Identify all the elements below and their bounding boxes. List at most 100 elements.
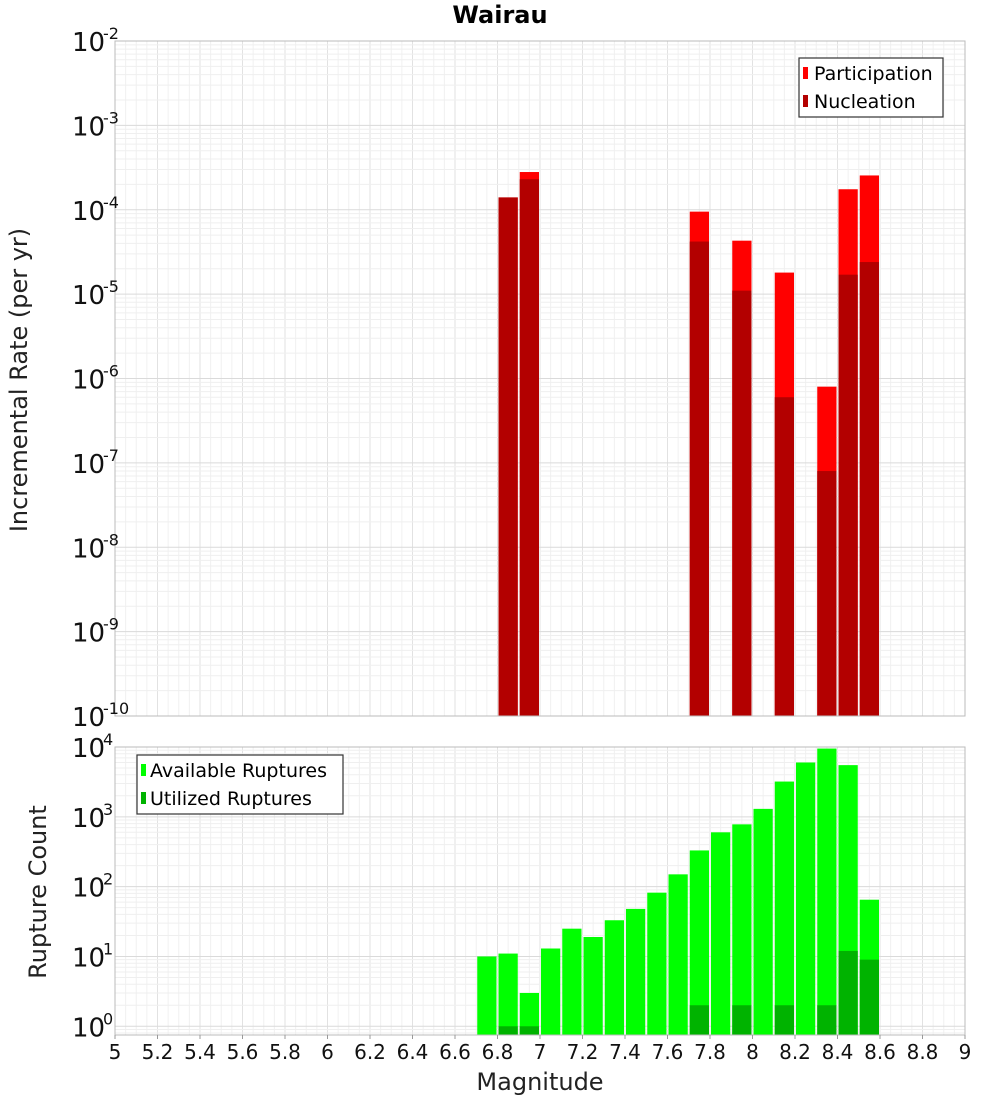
count-bar-available-ruptures (711, 832, 731, 1035)
rate-y-tick-label: 10 (72, 112, 105, 142)
count-bar-available-ruptures (647, 892, 667, 1035)
rate-bars (498, 172, 879, 717)
x-tick-label: 9 (959, 1040, 972, 1064)
rate-y-tick-exponent: -2 (103, 24, 119, 43)
rate-y-tick-exponent: -10 (103, 699, 129, 718)
rate-y-tick-exponent: -8 (103, 530, 119, 549)
x-tick-label: 7.6 (652, 1040, 684, 1064)
rate-y-tick-label: 10 (72, 703, 105, 733)
x-tick-label: 6 (321, 1040, 334, 1064)
count-bar-utilized-ruptures (859, 959, 879, 1035)
rate-y-tick-exponent: -9 (103, 615, 119, 634)
count-bar-available-ruptures (817, 748, 837, 1035)
count-legend-box (136, 754, 344, 815)
rate-bar-nucleation (817, 471, 837, 716)
count-bar-available-ruptures (796, 762, 816, 1035)
rate-y-tick-label: 10 (72, 366, 105, 396)
x-tick-label: 6.2 (354, 1040, 386, 1064)
x-axis-label: Magnitude (476, 1068, 603, 1096)
count-bar-utilized-ruptures (519, 1026, 539, 1035)
count-bar-available-ruptures (562, 928, 582, 1035)
x-tick-label: 8 (746, 1040, 759, 1064)
count-y-tick-exponent: 4 (103, 730, 113, 749)
available-legend-swatch (141, 764, 146, 776)
chart-title: Wairau (452, 1, 547, 29)
rate-bar-nucleation (519, 179, 539, 716)
rate-y-tick-exponent: -7 (103, 446, 119, 465)
count-bar-utilized-ruptures (498, 1026, 518, 1035)
x-tick-label: 6.4 (397, 1040, 429, 1064)
rate-plot-frame (114, 40, 966, 717)
x-tick-label: 7.2 (567, 1040, 599, 1064)
rate-y-tick-label: 10 (72, 534, 105, 564)
nucleation-legend-swatch (803, 95, 808, 107)
nucleation-legend-label: Nucleation (814, 91, 916, 113)
count-bar-available-ruptures (732, 824, 752, 1035)
rate-y-tick-label: 10 (72, 197, 105, 227)
rate-bar-nucleation (774, 397, 794, 716)
rate-plot-grid (114, 40, 966, 717)
participation-legend-swatch (803, 67, 808, 79)
x-tick-label: 5.8 (269, 1040, 301, 1064)
utilized-legend-swatch (141, 792, 146, 804)
rate-y-axis-label: Incremental Rate (per yr) (5, 228, 33, 532)
count-bar-utilized-ruptures (817, 1005, 837, 1035)
rate-y-tick-exponent: -4 (103, 193, 119, 212)
count-bar-available-ruptures (626, 908, 646, 1035)
x-tick-label: 8.2 (779, 1040, 811, 1064)
rate-bar-nucleation (498, 197, 518, 717)
available-legend-label: Available Ruptures (150, 760, 327, 782)
x-tick-label: 7 (534, 1040, 547, 1064)
count-y-tick-label: 10 (72, 874, 105, 904)
rate-y-tick-exponent: -6 (103, 362, 119, 381)
count-bar-available-ruptures (519, 992, 539, 1035)
x-tick-label: 6.8 (482, 1040, 514, 1064)
count-bar-available-ruptures (774, 781, 794, 1035)
count-bar-utilized-ruptures (774, 1005, 794, 1035)
x-tick-label: 5.4 (184, 1040, 216, 1064)
count-bar-available-ruptures (753, 808, 773, 1035)
rate-legend: Participation Nucleation (798, 57, 944, 118)
x-tick-label: 8.4 (822, 1040, 854, 1064)
x-tick-label: 5 (109, 1040, 122, 1064)
rate-y-tick-label: 10 (72, 619, 105, 649)
rate-y-tick-label: 10 (72, 450, 105, 480)
rate-bar-nucleation (838, 274, 858, 716)
x-tick-label: 7.4 (609, 1040, 641, 1064)
count-bar-utilized-ruptures (732, 1005, 752, 1035)
count-bar-available-ruptures (583, 936, 603, 1035)
count-y-tick-label: 10 (72, 804, 105, 834)
x-tick-label: 6.6 (439, 1040, 471, 1064)
count-y-axis-label: Rupture Count (24, 805, 52, 979)
rate-y-tick-exponent: -5 (103, 277, 119, 296)
count-y-tick-exponent: 3 (103, 800, 113, 819)
count-bar-available-ruptures (541, 948, 561, 1035)
count-bar-utilized-ruptures (838, 950, 858, 1035)
count-bar-available-ruptures (498, 953, 518, 1035)
participation-legend-label: Participation (814, 63, 933, 85)
rate-y-tick-exponent: -3 (103, 108, 119, 127)
x-tick-label: 8.6 (864, 1040, 896, 1064)
rate-bar-nucleation (689, 241, 709, 717)
count-y-tick-exponent: 2 (103, 870, 113, 889)
count-y-tick-exponent: 0 (103, 1009, 113, 1028)
count-bar-available-ruptures (668, 874, 688, 1035)
rate-bar-nucleation (732, 290, 752, 716)
count-legend: Available Ruptures Utilized Ruptures (136, 754, 344, 815)
count-bar-available-ruptures (689, 850, 709, 1035)
rate-legend-box (798, 57, 944, 118)
count-y-tick-label: 10 (72, 734, 105, 764)
count-bar-utilized-ruptures (689, 1005, 709, 1035)
count-bar-available-ruptures (477, 956, 497, 1035)
x-tick-labels: 5 5.2 5.4 5.6 5.8 6 6.2 6.4 6.6 6.8 7 7.2 7.4 7.6 7.8 8… (109, 1035, 972, 1064)
count-y-tick-label: 10 (72, 1013, 105, 1043)
rate-bar-nucleation (859, 262, 879, 716)
rate-y-tick-label: 10 (72, 281, 105, 311)
count-y-tick-label: 10 (72, 943, 105, 973)
count-bar-available-ruptures (604, 920, 624, 1035)
x-tick-label: 5.6 (227, 1040, 259, 1064)
